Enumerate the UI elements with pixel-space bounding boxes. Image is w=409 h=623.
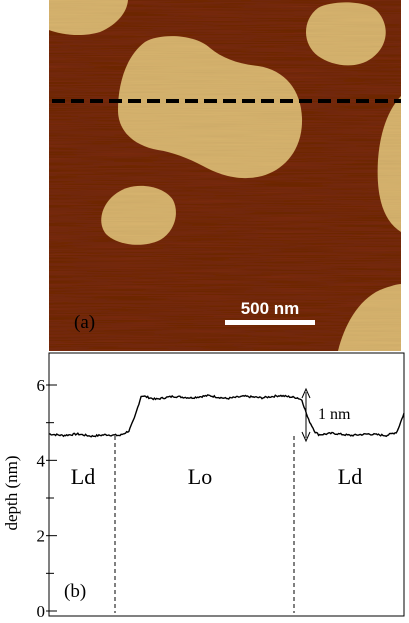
lo-domains — [49, 0, 401, 351]
domain-top-right — [306, 2, 386, 66]
y-tick-label: 2 — [37, 527, 46, 546]
y-axis-title: depth (nm) — [2, 455, 21, 530]
depth-profile-line — [48, 394, 405, 438]
domain-small-left — [101, 185, 176, 245]
y-axis: 0 2 4 6 — [37, 376, 57, 621]
domain-center-large — [118, 36, 303, 179]
domain-top-left — [49, 0, 128, 36]
scale-bar — [225, 320, 315, 325]
y-tick-label: 4 — [37, 451, 46, 470]
step-height-arrow — [301, 387, 311, 443]
afm-image-panel: 500 nm (a) — [49, 0, 401, 351]
step-height-label: 1 nm — [318, 406, 351, 423]
panel-a-label: (a) — [74, 312, 95, 333]
domain-bottom-right — [338, 284, 401, 351]
domain-right-edge — [377, 96, 401, 232]
y-tick-label: 6 — [37, 376, 46, 395]
panel-b-label: (b) — [64, 581, 86, 602]
phase-label-ld-right: Ld — [338, 464, 362, 489]
depth-profile-panel: 0 2 4 6 1 nm Ld Lo Ld (b) depth (nm) — [2, 352, 405, 621]
plot-frame — [48, 352, 405, 617]
y-tick-label: 0 — [37, 602, 46, 621]
scale-bar-label: 500 nm — [241, 299, 300, 318]
phase-label-lo: Lo — [188, 464, 212, 489]
phase-label-ld-left: Ld — [71, 464, 95, 489]
